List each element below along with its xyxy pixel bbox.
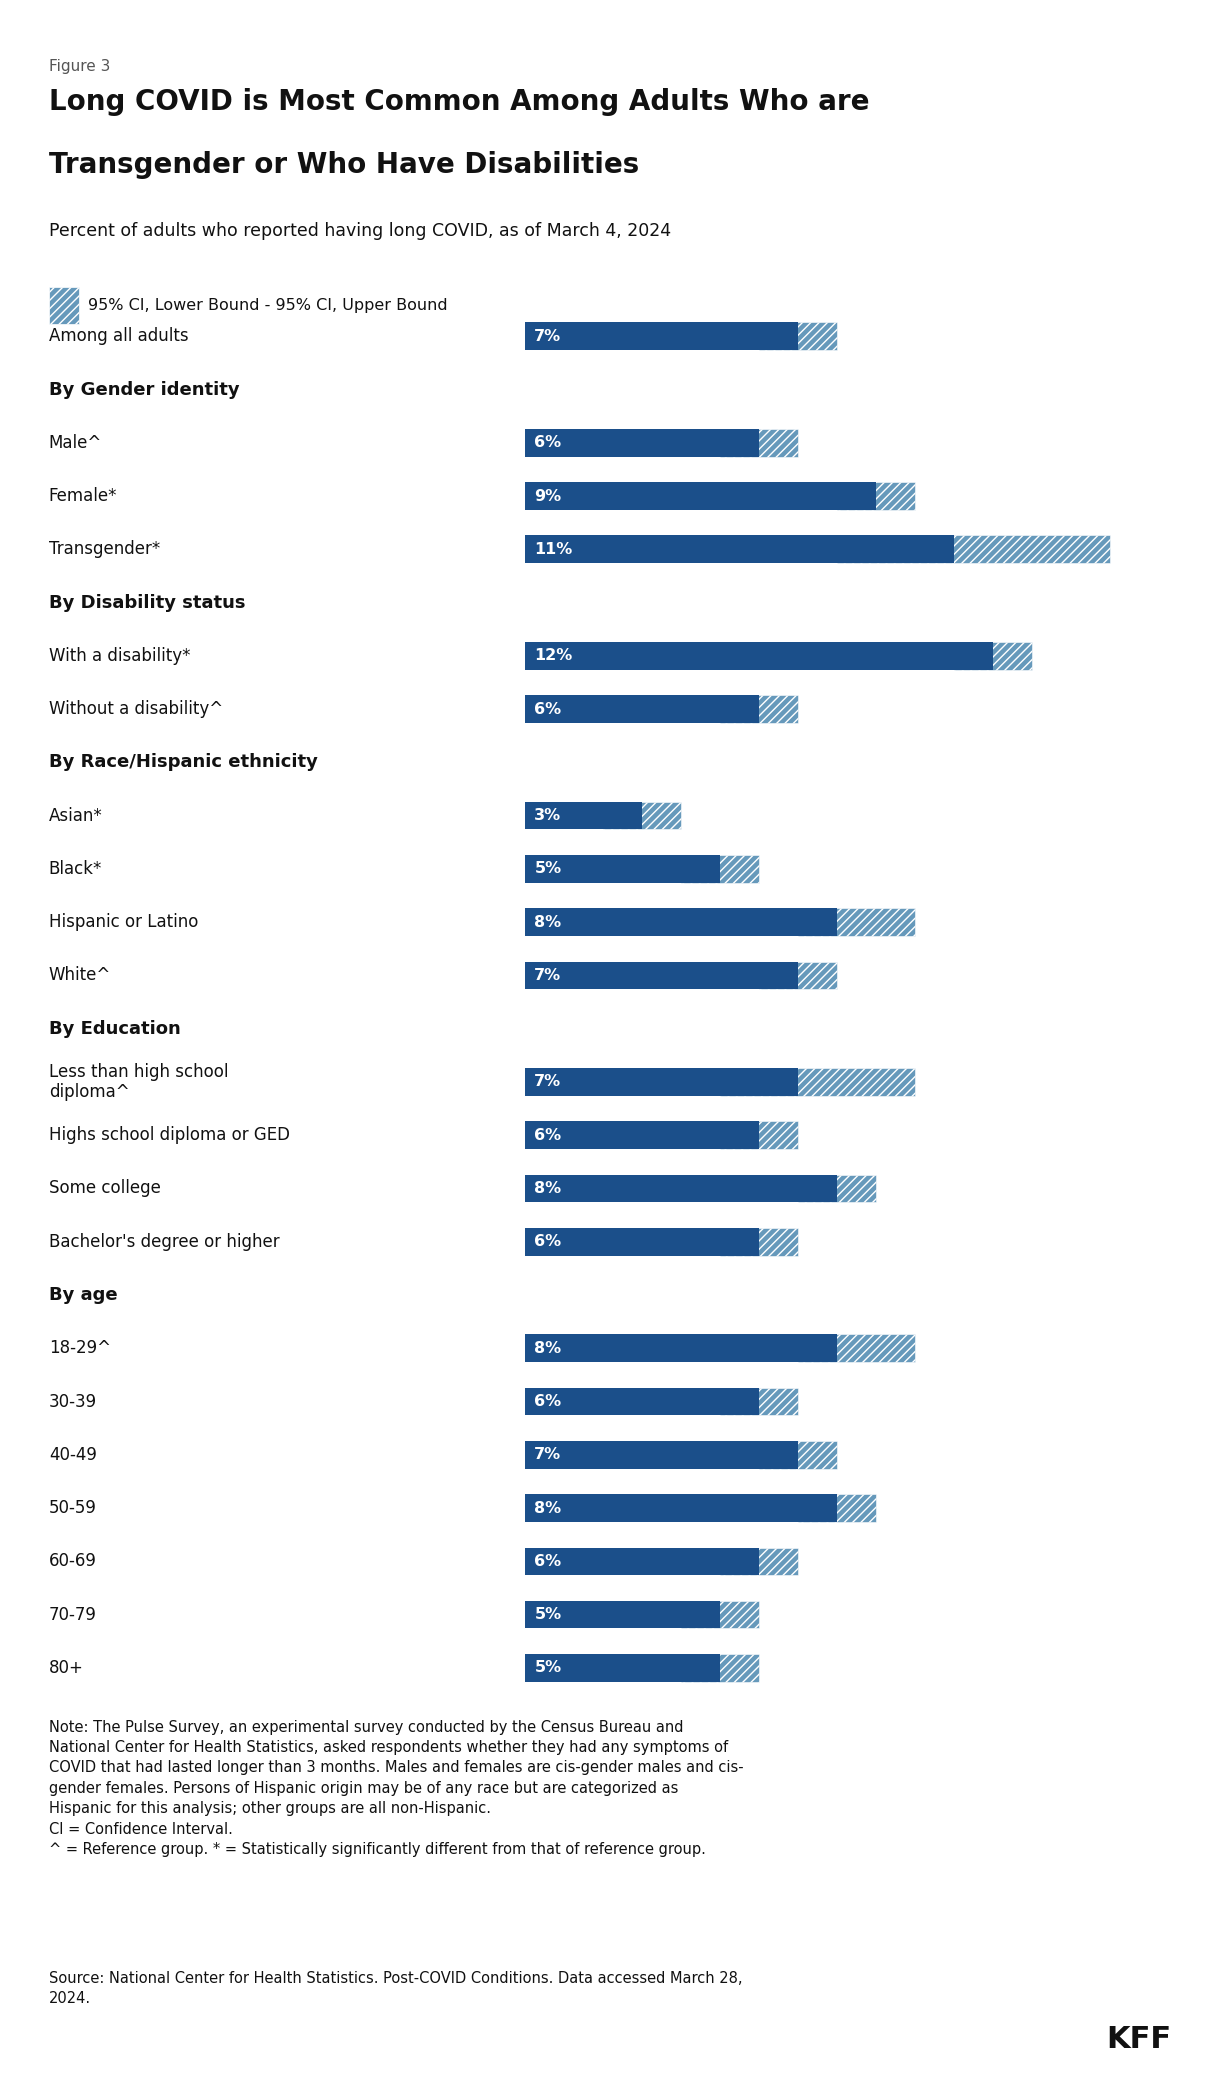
Text: 7%: 7% <box>534 1075 561 1090</box>
Text: 60-69: 60-69 <box>49 1552 96 1571</box>
Bar <box>525 481 876 510</box>
Text: By Gender identity: By Gender identity <box>49 381 239 397</box>
Bar <box>525 1335 837 1362</box>
Bar <box>525 322 798 349</box>
Bar <box>525 1174 837 1203</box>
Text: Bachelor's degree or higher: Bachelor's degree or higher <box>49 1232 279 1251</box>
Text: By Race/Hispanic ethnicity: By Race/Hispanic ethnicity <box>49 753 317 772</box>
Text: By Disability status: By Disability status <box>49 594 245 611</box>
Text: Some college: Some college <box>49 1180 161 1197</box>
Bar <box>525 908 837 935</box>
Text: Transgender*: Transgender* <box>49 540 160 559</box>
Text: 18-29^: 18-29^ <box>49 1339 111 1358</box>
Text: 40-49: 40-49 <box>49 1446 96 1464</box>
Text: Less than high school
diploma^: Less than high school diploma^ <box>49 1063 228 1100</box>
Text: 8%: 8% <box>534 914 561 929</box>
Bar <box>525 642 993 669</box>
Bar <box>525 1655 720 1682</box>
Text: 95% CI, Lower Bound - 95% CI, Upper Bound: 95% CI, Lower Bound - 95% CI, Upper Boun… <box>89 297 448 314</box>
Text: By Education: By Education <box>49 1019 181 1038</box>
Text: Note: The Pulse Survey, an experimental survey conducted by the Census Bureau an: Note: The Pulse Survey, an experimental … <box>49 1720 743 1858</box>
Bar <box>525 1121 759 1149</box>
Text: Source: National Center for Health Statistics. Post-COVID Conditions. Data acces: Source: National Center for Health Stati… <box>49 1971 742 2006</box>
Text: Male^: Male^ <box>49 433 102 452</box>
Text: 5%: 5% <box>534 1661 561 1676</box>
Text: 12%: 12% <box>534 649 572 663</box>
Text: 7%: 7% <box>534 1448 561 1462</box>
Bar <box>759 962 837 990</box>
Text: 6%: 6% <box>534 1554 561 1569</box>
Text: 5%: 5% <box>534 1607 561 1621</box>
Bar <box>720 1069 915 1096</box>
Text: 6%: 6% <box>534 1234 561 1249</box>
Bar <box>525 695 759 724</box>
Text: Asian*: Asian* <box>49 808 102 824</box>
Text: 7%: 7% <box>534 969 561 983</box>
Bar <box>525 1228 759 1255</box>
Text: White^: White^ <box>49 967 111 985</box>
Bar <box>525 856 720 883</box>
Bar <box>49 287 78 324</box>
Text: Percent of adults who reported having long COVID, as of March 4, 2024: Percent of adults who reported having lo… <box>49 222 671 241</box>
Bar <box>681 1655 759 1682</box>
Bar <box>837 536 1110 563</box>
Bar <box>798 1335 915 1362</box>
Text: By age: By age <box>49 1287 117 1303</box>
Text: Female*: Female* <box>49 487 117 504</box>
Text: Hispanic or Latino: Hispanic or Latino <box>49 914 198 931</box>
Text: Black*: Black* <box>49 860 102 879</box>
Bar <box>798 1494 876 1523</box>
Text: 8%: 8% <box>534 1182 561 1197</box>
Text: KFF: KFF <box>1107 2025 1171 2054</box>
Bar <box>798 1174 876 1203</box>
Bar <box>759 322 837 349</box>
Bar <box>720 1228 798 1255</box>
Text: 6%: 6% <box>534 1393 561 1410</box>
Text: 70-79: 70-79 <box>49 1607 96 1623</box>
Bar <box>525 1548 759 1575</box>
Text: 7%: 7% <box>534 328 561 343</box>
Text: Among all adults: Among all adults <box>49 326 188 345</box>
Bar <box>525 1441 798 1469</box>
Text: With a disability*: With a disability* <box>49 646 190 665</box>
Bar <box>720 695 798 724</box>
Text: 6%: 6% <box>534 701 561 718</box>
Bar <box>525 429 759 456</box>
Text: Highs school diploma or GED: Highs school diploma or GED <box>49 1125 290 1144</box>
Bar <box>525 536 954 563</box>
Text: 6%: 6% <box>534 435 561 450</box>
Text: 30-39: 30-39 <box>49 1393 96 1410</box>
Bar <box>759 1441 837 1469</box>
Bar <box>681 856 759 883</box>
Text: Figure 3: Figure 3 <box>49 59 110 73</box>
Bar <box>525 1494 837 1523</box>
Text: 6%: 6% <box>534 1128 561 1142</box>
Bar <box>603 801 681 831</box>
Text: 3%: 3% <box>534 808 561 822</box>
Bar <box>720 1548 798 1575</box>
Bar <box>720 429 798 456</box>
Bar <box>525 1600 720 1628</box>
Text: 5%: 5% <box>534 862 561 877</box>
Bar <box>525 962 798 990</box>
Text: 80+: 80+ <box>49 1659 84 1678</box>
Text: Transgender or Who Have Disabilities: Transgender or Who Have Disabilities <box>49 151 639 178</box>
Text: 9%: 9% <box>534 490 561 504</box>
Bar <box>525 1069 798 1096</box>
Text: 50-59: 50-59 <box>49 1500 96 1517</box>
Bar <box>837 481 915 510</box>
Bar <box>720 1121 798 1149</box>
Text: 8%: 8% <box>534 1500 561 1515</box>
Bar <box>954 642 1032 669</box>
Bar <box>720 1387 798 1416</box>
Bar <box>525 801 642 831</box>
Bar <box>798 908 915 935</box>
Text: 11%: 11% <box>534 542 572 556</box>
Text: Long COVID is Most Common Among Adults Who are: Long COVID is Most Common Among Adults W… <box>49 88 870 115</box>
Bar <box>525 1387 759 1416</box>
Text: 8%: 8% <box>534 1341 561 1356</box>
Text: Without a disability^: Without a disability^ <box>49 701 223 718</box>
Bar <box>681 1600 759 1628</box>
